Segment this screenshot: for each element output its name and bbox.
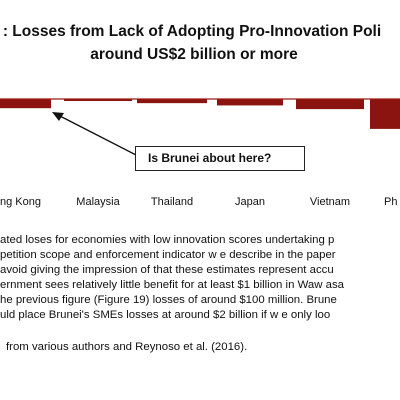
category-label-1: Malaysia <box>76 196 120 208</box>
body-line: avoid giving the impression of that thes… <box>0 264 334 276</box>
body-line: ated loses for economies with low innova… <box>0 234 335 246</box>
callout-arrow-head <box>52 112 64 121</box>
bar-1 <box>64 99 132 101</box>
body-line: ernment sees relatively little benefit f… <box>0 279 344 291</box>
category-label-4: Vietnam <box>310 196 350 208</box>
body-line: he previous figure (Figure 19) losses of… <box>0 294 337 306</box>
chart-title-line-2: around US$2 billion or more <box>90 46 298 63</box>
bar-4 <box>296 99 364 110</box>
category-label-5: Ph <box>384 196 397 208</box>
category-label-2: Thailand <box>151 196 193 208</box>
bar-0 <box>0 99 51 109</box>
bar-2 <box>137 99 207 104</box>
chart-title-line-1: : Losses from Lack of Adopting Pro-Innov… <box>2 23 382 40</box>
bar-chart: ng Kong Malaysia Thailand Japan Vietnam Ph <box>0 98 400 208</box>
callout-arrow-line <box>57 114 137 156</box>
brunei-callout: Is Brunei about here? <box>135 146 305 171</box>
body-line: petition scope and enforcement indicator… <box>0 249 336 261</box>
source-note: from various authors and Reynoso et al. … <box>6 341 248 353</box>
body-line: uld place Brunei's SMEs losses at around… <box>0 309 331 321</box>
bar-3 <box>217 99 283 106</box>
category-label-3: Japan <box>235 196 265 208</box>
category-label-0: ng Kong <box>0 196 41 208</box>
bar-5 <box>370 99 400 129</box>
